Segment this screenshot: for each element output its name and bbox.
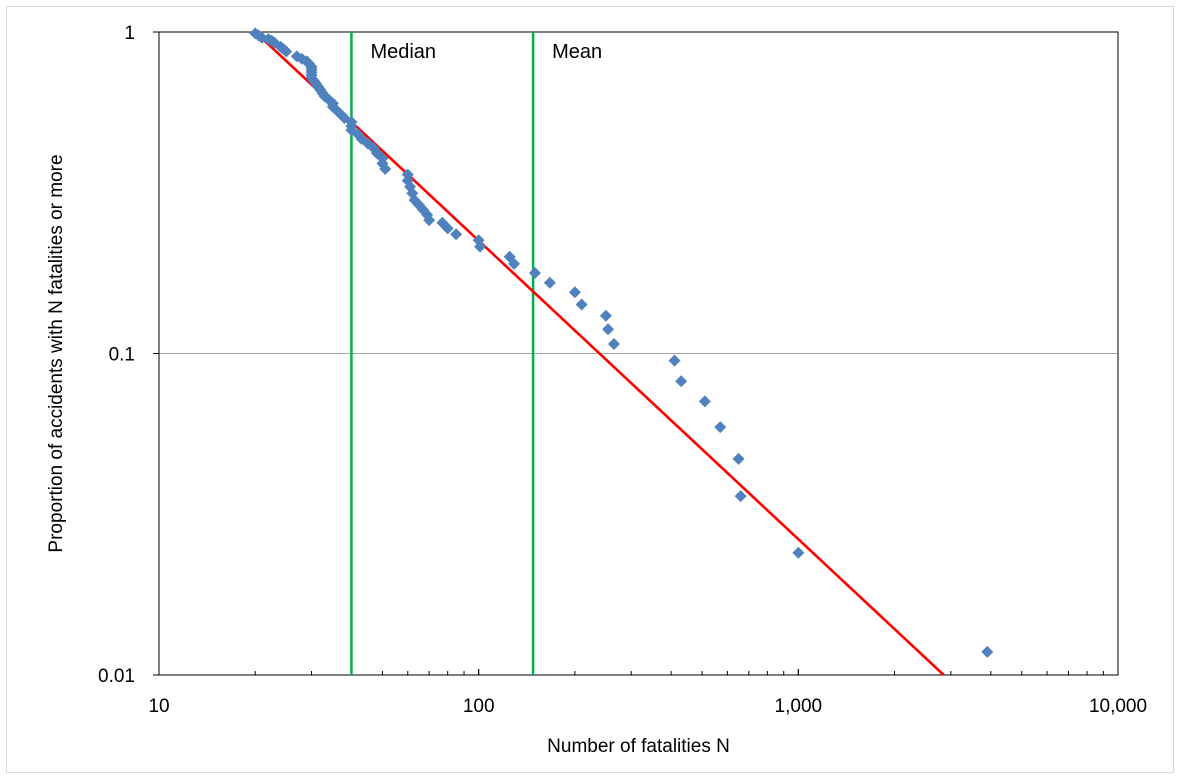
data-point	[792, 546, 805, 559]
data-point	[280, 45, 293, 58]
data-point	[714, 421, 727, 434]
chart-area	[6, 6, 1174, 773]
data-point	[474, 240, 487, 253]
y-tick-label: 0.01	[98, 666, 135, 687]
data-point	[450, 228, 463, 241]
annotation-lines: Median Mean	[350, 32, 602, 675]
annotation-label: Mean	[552, 41, 602, 63]
data-point	[734, 490, 747, 503]
x-axis-label: Number of fatalities N	[547, 736, 730, 757]
data-point	[675, 375, 688, 388]
data-point	[423, 214, 436, 227]
fit-line-path	[254, 31, 945, 676]
data-point	[602, 323, 615, 336]
data-point	[508, 257, 521, 270]
x-tick-label: 100	[463, 696, 495, 717]
data-point	[528, 266, 541, 279]
tick-labels: 10 100 1,000 10,000 1 0.1 0.01	[98, 23, 1147, 717]
data-point	[379, 162, 392, 175]
data-point	[668, 354, 681, 367]
data-point	[575, 298, 588, 311]
x-tick-label: 1,000	[775, 696, 823, 717]
data-point	[732, 452, 745, 465]
annotation-label: Median	[370, 41, 436, 63]
data-point	[607, 338, 620, 351]
data-point	[543, 276, 556, 289]
y-axis-label: Proportion of accidents with N fatalitie…	[46, 154, 67, 552]
fit-line	[254, 31, 945, 676]
data-point	[441, 222, 454, 235]
y-tick-label: 0.1	[109, 345, 135, 366]
data-point	[599, 309, 612, 322]
data-point	[981, 645, 994, 658]
y-tick-label: 1	[124, 23, 135, 44]
data-point	[568, 286, 581, 299]
data-point	[698, 395, 711, 408]
x-tick-label: 10	[148, 696, 169, 717]
x-tick-label: 10,000	[1089, 696, 1147, 717]
data-points	[249, 27, 994, 658]
